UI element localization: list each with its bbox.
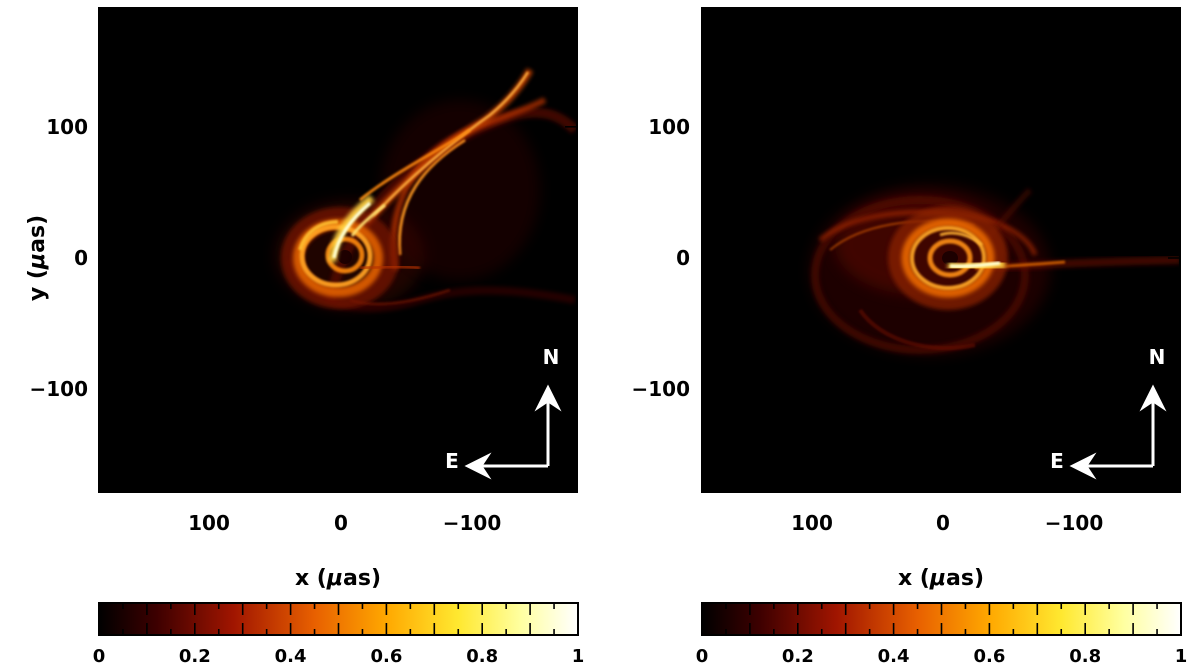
left-colorbar-ticks: [122, 603, 555, 635]
right-compass-north-label: N: [1149, 345, 1166, 369]
right-y-tick-label-100: 100: [648, 115, 690, 139]
right-panel: N E 100 0 −100 100 0 −100 x (μas) 0 0.2 0.…: [631, 7, 1188, 664]
left-axes-frame: [98, 7, 578, 493]
left-x-tick-label-0: 0: [334, 511, 348, 535]
left-colorbar-tick-label: 0.2: [179, 646, 211, 664]
right-colorbar-tick-label: 0.2: [782, 646, 814, 664]
left-x-tick-label-minus100: −100: [443, 511, 502, 535]
right-colorbar-labels: 0 0.2 0.4 0.6 0.8 1: [696, 646, 1188, 664]
left-y-tick-label-0: 0: [74, 246, 88, 270]
right-emission-image: [810, 185, 1180, 355]
right-colorbar-tick-label: 0.4: [878, 646, 910, 664]
left-panel: N E 100 0 −100 100 0 −100 x (μas) y (μas…: [25, 7, 585, 664]
right-colorbar-tick-label: 0.6: [973, 646, 1005, 664]
right-x-axis-title: x (μas): [898, 566, 984, 591]
left-y-tick-label-100: 100: [46, 115, 88, 139]
left-x-tick-label-100: 100: [188, 511, 230, 535]
left-colorbar-tick-label: 0.4: [275, 646, 307, 664]
left-colorbar-tick-label: 1: [572, 646, 585, 664]
right-y-tick-label-minus100: −100: [631, 377, 690, 401]
right-colorbar-ticks: [725, 603, 1158, 635]
left-compass: N E: [445, 345, 562, 480]
left-axis-ticks: [99, 8, 578, 492]
right-colorbar-tick-label: 1: [1175, 646, 1188, 664]
right-axis-ticks: [702, 8, 1180, 492]
right-compass-east-label: E: [1050, 449, 1064, 473]
right-x-tick-label-0: 0: [936, 511, 950, 535]
left-compass-north-label: N: [543, 345, 560, 369]
right-colorbar-tick-label: 0: [696, 646, 709, 664]
right-x-tick-label-minus100: −100: [1045, 511, 1104, 535]
right-colorbar-tick-label: 0.8: [1069, 646, 1101, 664]
right-y-tick-label-0: 0: [676, 246, 690, 270]
right-compass: N E: [1050, 345, 1167, 480]
left-compass-east-label: E: [445, 449, 459, 473]
left-colorbar-tick-label: 0.8: [466, 646, 498, 664]
left-emission-image: [275, 68, 577, 312]
left-y-axis-title: y (μas): [25, 215, 50, 301]
left-y-tick-label-minus100: −100: [29, 377, 88, 401]
right-axes-frame: [701, 7, 1181, 493]
left-colorbar-tick-label: 0: [93, 646, 106, 664]
left-x-axis-title: x (μas): [295, 566, 381, 591]
left-colorbar-tick-label: 0.6: [370, 646, 402, 664]
left-colorbar-labels: 0 0.2 0.4 0.6 0.8 1: [93, 646, 585, 664]
right-x-tick-label-100: 100: [791, 511, 833, 535]
